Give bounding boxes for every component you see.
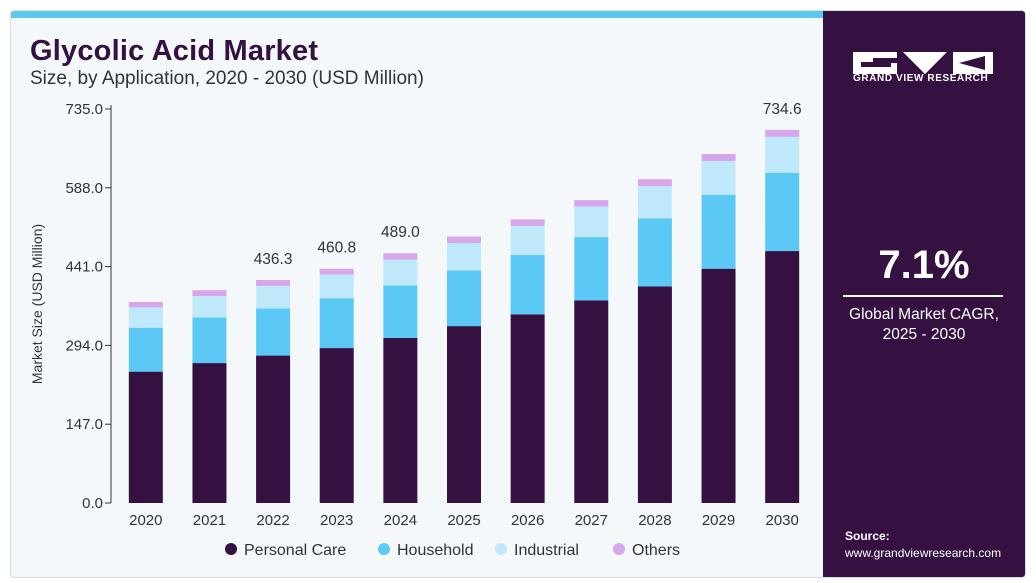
chart-subtitle: Size, by Application, 2020 - 2030 (USD M… [30,68,424,89]
bar-segment [637,186,672,219]
cagr-label-line2: 2025 - 2030 [882,326,966,343]
bar-segment [192,317,227,364]
bar-segment [256,280,291,286]
bar-segment [192,296,227,318]
legend-swatch [378,543,390,555]
cagr-divider [843,295,1003,297]
bar-segment [765,172,800,252]
bar-segment [574,206,609,238]
y-tick-label: 294.0 [65,337,103,354]
chart-card: Glycolic Acid Market Size, by Applicatio… [10,10,1026,578]
bar-segment [256,285,291,309]
legend-label: Personal Care [244,542,346,559]
bar-segment [574,200,609,207]
cagr-value: 7.1% [878,243,970,287]
sidebar-panel: GRAND VIEW RESEARCH 7.1% Global Market C… [823,11,1025,577]
bar-segment [447,326,481,503]
bar-segment [701,268,736,503]
legend-label: Industrial [514,542,579,559]
bar-segment [447,236,481,244]
x-tick-label: 2030 [765,512,798,529]
x-tick-label: 2024 [384,512,417,529]
grand-view-research-logo [853,52,993,74]
cagr-label: Global Market CAGR, 2025 - 2030 [823,305,1025,345]
bar-segment [701,160,736,195]
source-url[interactable]: www.grandviewresearch.com [845,546,1002,560]
bar-segment [510,219,545,226]
x-tick-label: 2026 [511,512,544,529]
x-tick-label: 2027 [575,512,608,529]
y-tick-label: 735.0 [65,101,103,118]
bar-segment [319,274,354,299]
legend-swatch [225,543,237,555]
bar-segment [637,286,672,503]
source-label: Source: [845,529,890,543]
bar-segment [128,371,163,503]
chart-title: Glycolic Acid Market [30,35,319,67]
bar-segment [128,307,163,328]
bar-segment [447,243,481,271]
bar-segment [510,254,545,315]
y-axis-title: Market Size (USD Million) [29,224,45,384]
bar-segment [383,285,418,338]
legend-swatch [613,543,625,555]
x-tick-label: 2023 [320,512,353,529]
bar-segment [447,270,481,327]
bar-segment [192,290,227,297]
bar-segment [574,237,609,301]
y-tick-label: 588.0 [65,180,103,197]
bar-segment [319,298,354,349]
bar-segment [637,218,672,287]
bar-segment [765,251,800,503]
y-tick-label: 441.0 [65,259,103,276]
x-tick-label: 2022 [256,512,289,529]
bar-segment [701,154,736,161]
cagr-label-line1: Global Market CAGR, [849,306,999,323]
bar-segment [192,363,227,503]
bar-segment [128,301,163,308]
x-tick-label: 2029 [702,512,735,529]
x-tick-label: 2021 [193,512,226,529]
legend-label: Others [632,542,680,559]
bar-segment [765,136,800,173]
bar-total-label: 460.8 [317,240,356,257]
y-tick-label: 147.0 [65,416,103,433]
y-tick-label: 0.0 [82,495,103,512]
bar-segment [256,355,291,503]
stacked-bar-chart: 0.0 147.0 294.0 441.0 588.0 735.0 Market Size … [29,101,802,559]
x-tick-label: 2020 [129,512,162,529]
legend-label: Household [397,542,474,559]
legend-swatch [495,543,507,555]
bar-segment [128,327,163,372]
bar-segment [319,348,354,503]
bar-segment [637,179,672,187]
bar-segment [510,314,545,503]
bar-segment [319,268,354,275]
x-tick-label: 2028 [638,512,671,529]
bar-segment [574,300,609,503]
bar-segment [510,225,545,255]
bar-segment [383,259,418,286]
bar-segment [765,129,800,137]
bar-total-label: 489.0 [381,224,420,241]
bar-total-label: 436.3 [254,251,293,268]
bar-total-label: 734.6 [763,101,802,118]
bar-segment [701,194,736,269]
x-tick-label: 2025 [447,512,480,529]
accent-bar [11,11,823,18]
bar-segment [383,337,418,503]
bar-segment [383,253,418,260]
bar-segment [256,308,291,356]
brand-name: GRAND VIEW RESEARCH [853,73,989,84]
